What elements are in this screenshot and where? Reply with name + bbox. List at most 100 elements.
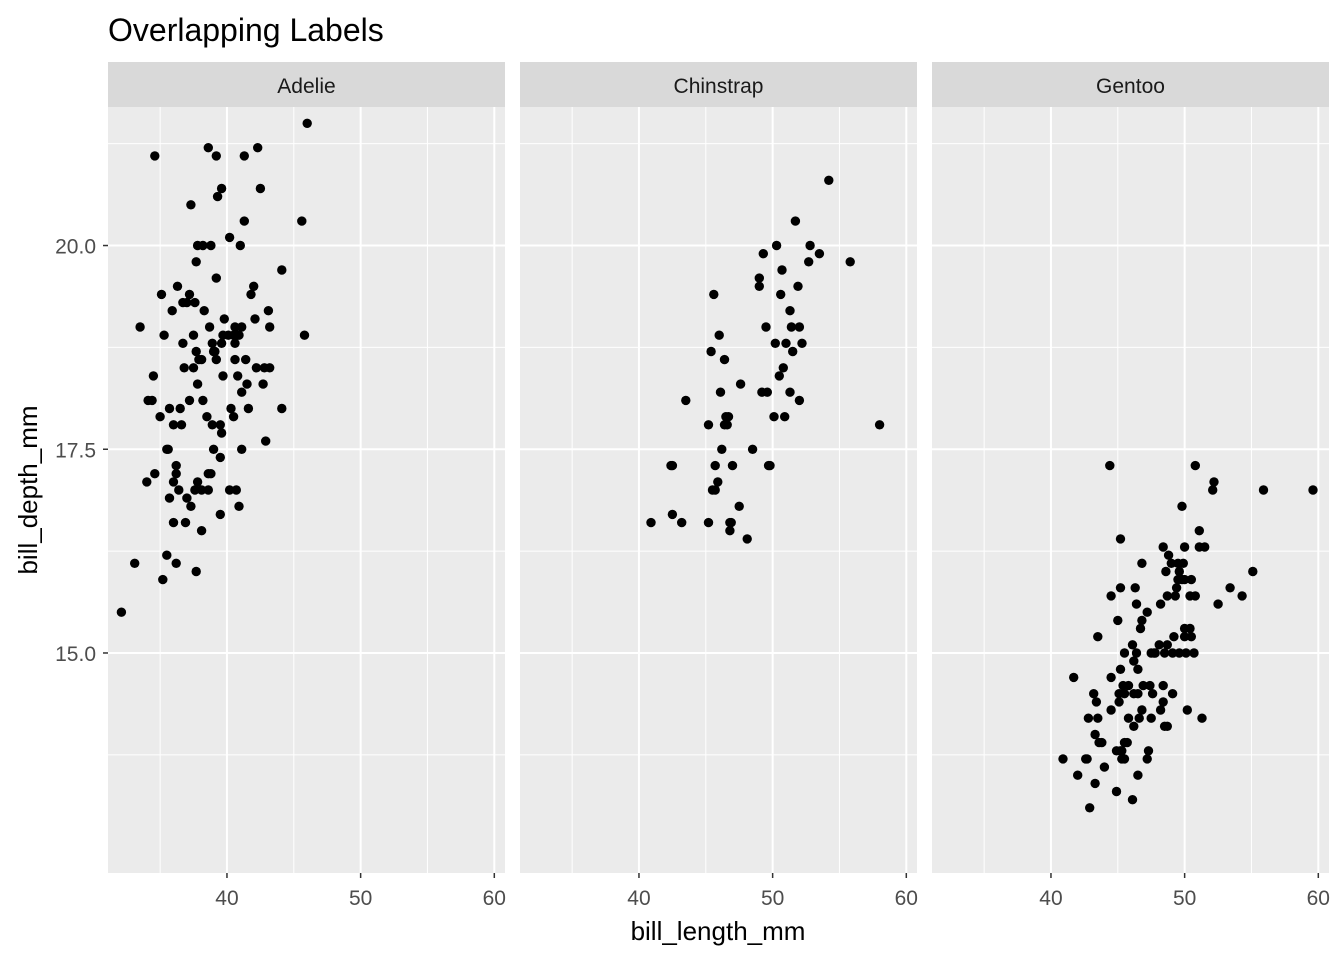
x-tick-label: 40 [627, 887, 650, 910]
data-point [742, 534, 752, 544]
data-point [198, 240, 208, 251]
data-point [263, 306, 274, 316]
data-point [1091, 697, 1102, 707]
data-point [179, 363, 189, 373]
data-point [207, 338, 217, 348]
data-point [814, 249, 825, 259]
data-point [199, 306, 209, 316]
data-point [714, 330, 724, 340]
data-point [1099, 762, 1110, 772]
data-point [150, 151, 160, 161]
data-point [794, 322, 805, 332]
data-point [241, 354, 251, 365]
data-point [216, 183, 227, 194]
y-tick-label: 17.5 [55, 439, 96, 462]
data-point [1069, 672, 1079, 683]
data-point [198, 395, 208, 406]
data-point [188, 330, 199, 340]
y-axis: 15.0 17.5 20.0 [55, 236, 108, 666]
data-point [1237, 591, 1247, 601]
data-point [190, 485, 200, 495]
x-tick-label: 50 [1173, 887, 1196, 910]
data-point [747, 444, 758, 454]
data-point [246, 289, 256, 300]
facet-panels: Adelie 40 50 60 Chinstrap 40 50 60 Gentoo 40 50 60 [108, 62, 1330, 910]
data-point [1248, 566, 1258, 577]
facet-panel-gentoo: Gentoo 40 50 60 [932, 62, 1330, 910]
x-tick-label: 60 [1307, 887, 1330, 910]
data-point [175, 403, 185, 414]
data-point [1308, 485, 1318, 495]
data-point [1123, 713, 1134, 723]
data-point [1090, 778, 1100, 789]
data-point [1137, 615, 1147, 626]
x-tick-label: 40 [1039, 887, 1062, 910]
panel-background [108, 107, 505, 873]
data-point [1186, 574, 1197, 585]
data-point [234, 501, 244, 511]
data-point [725, 526, 735, 536]
data-point [168, 477, 179, 487]
data-point [302, 118, 312, 128]
data-point [1155, 599, 1166, 609]
data-point [184, 395, 195, 406]
data-point [155, 412, 165, 422]
data-point [710, 460, 720, 471]
points-adelie [116, 118, 312, 617]
data-point [1113, 615, 1123, 626]
data-point [1209, 477, 1219, 487]
data-point [234, 330, 244, 340]
data-point [1190, 591, 1201, 601]
y-tick-label: 20.0 [55, 236, 96, 259]
data-point [735, 379, 746, 389]
y-tick-label: 15.0 [55, 643, 96, 666]
chart-title: Overlapping Labels [108, 12, 384, 48]
data-point [1058, 754, 1068, 764]
data-point [785, 387, 795, 397]
data-point [1182, 705, 1193, 715]
data-point [1161, 566, 1171, 577]
data-point [191, 257, 201, 267]
data-point [709, 289, 719, 300]
data-point [1162, 640, 1173, 650]
data-point [667, 460, 678, 471]
strip-label: Gentoo [1096, 75, 1165, 98]
data-point [215, 509, 225, 520]
data-point [681, 395, 691, 406]
data-point [180, 517, 191, 528]
data-point [277, 403, 287, 414]
data-point [1115, 583, 1126, 593]
data-point [172, 281, 183, 291]
data-point [233, 371, 243, 381]
data-point [1225, 583, 1235, 593]
data-point [1179, 574, 1190, 585]
points-gentoo [1058, 460, 1318, 813]
data-point [1181, 648, 1191, 658]
facet-panel-chinstrap: Chinstrap 40 50 60 [520, 62, 918, 910]
data-point [1115, 664, 1126, 674]
data-point [253, 143, 263, 153]
data-point [774, 371, 784, 381]
data-point [1154, 640, 1164, 650]
data-point [186, 200, 196, 210]
data-point [230, 322, 240, 332]
x-axis-title: bill_length_mm [631, 916, 806, 946]
data-point [150, 469, 160, 479]
data-point [1093, 632, 1103, 642]
data-point [1129, 656, 1139, 666]
data-point [1106, 672, 1116, 683]
data-point [1178, 558, 1189, 568]
strip-label: Chinstrap [674, 75, 764, 98]
data-point [1119, 648, 1130, 658]
data-point [1189, 648, 1199, 658]
data-point [758, 249, 768, 259]
data-point [1137, 558, 1147, 568]
data-point [176, 420, 187, 430]
data-point [1174, 648, 1185, 658]
data-point [215, 420, 225, 430]
data-point [667, 509, 678, 520]
data-point [1122, 737, 1132, 748]
data-point [1114, 697, 1124, 707]
data-point [646, 517, 656, 528]
data-point [1143, 746, 1154, 756]
